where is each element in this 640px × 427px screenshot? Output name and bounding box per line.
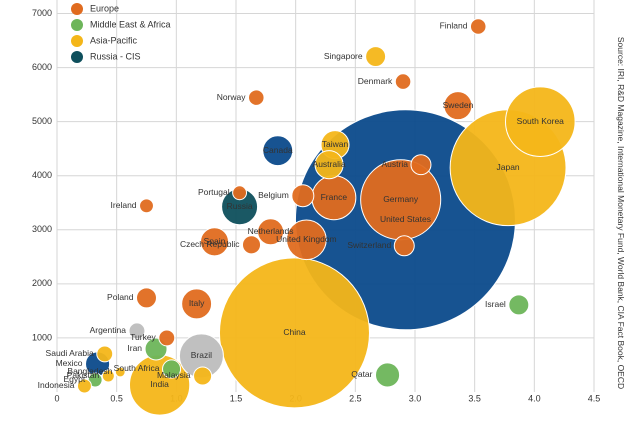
- x-tick-label: 0: [54, 393, 59, 403]
- bubble-label: Belgium: [258, 190, 289, 200]
- x-tick-label: 1.5: [230, 393, 243, 403]
- bubble: [393, 235, 415, 257]
- bubble: [248, 89, 265, 106]
- legend-label: Middle East & Africa: [90, 19, 171, 29]
- bubble-label: Qatar: [351, 369, 372, 379]
- bubble: [199, 227, 230, 257]
- legend-label: Russia - CIS: [90, 51, 141, 61]
- bubble-label: Israel: [485, 299, 506, 309]
- bubble: [139, 198, 154, 214]
- labels: United States China Japan Germany South Kore…: [38, 21, 565, 391]
- bubbles: [76, 18, 576, 416]
- legend-label: Europe: [90, 3, 119, 13]
- bubble-label: Iran: [127, 343, 142, 353]
- bubble: [158, 329, 176, 347]
- bubble-label: Brazil: [191, 350, 212, 360]
- bubble: [314, 150, 344, 180]
- legend-label: Asia-Pacific: [90, 35, 138, 45]
- bubble-label: Bangladesh: [67, 366, 112, 376]
- bubble: [128, 322, 146, 340]
- bubble: [101, 369, 115, 383]
- y-tick-label: 3000: [32, 224, 52, 234]
- bubble: [469, 18, 487, 35]
- bubble: [394, 73, 412, 90]
- bubble-label: Austria: [382, 159, 409, 169]
- y-tick-label: 5000: [32, 116, 52, 126]
- x-tick-label: 3.5: [468, 393, 481, 403]
- bubble: [96, 345, 114, 363]
- bubble-label: France: [321, 192, 348, 202]
- bubble-label: Denmark: [358, 76, 393, 86]
- bubble: [257, 218, 285, 246]
- source-note: Source: IRI, R&D Magazine, International…: [616, 37, 626, 389]
- bubble: [193, 366, 213, 386]
- bubble-label: Netherlands: [248, 226, 294, 236]
- legend-marker: [71, 3, 83, 15]
- x-tick-label: 4.0: [528, 393, 541, 403]
- bubble: [291, 184, 315, 208]
- bubble-label: Japan: [496, 162, 519, 172]
- bubble-label: India: [150, 379, 169, 389]
- bubble-label: Saudi Arabia: [46, 348, 94, 358]
- bubble-label: Czech Republic: [180, 239, 240, 249]
- y-tick-label: 4000: [32, 170, 52, 180]
- bubble: [365, 46, 387, 68]
- bubble-label: Indonesia: [38, 380, 75, 390]
- bubble-label: Pakistan: [67, 370, 100, 380]
- x-tick-label: 0.5: [110, 393, 123, 403]
- x-tick-label: 3.0: [409, 393, 422, 403]
- bubble-label: United Kingdom: [276, 234, 336, 244]
- bubble: [443, 91, 473, 121]
- x-tick-label: 2.5: [349, 393, 362, 403]
- y-tick-label: 1000: [32, 332, 52, 342]
- bubble: [162, 359, 182, 379]
- bubble-label: Sweden: [443, 100, 474, 110]
- bubble-label: Ireland: [111, 200, 137, 210]
- bubble-label: Egypt: [63, 374, 85, 384]
- bubble: [136, 287, 157, 309]
- bubble-label: Canada: [263, 145, 293, 155]
- bubble-label: Argentina: [90, 325, 127, 335]
- legend-marker: [71, 35, 83, 47]
- y-tick-label: 6000: [32, 62, 52, 72]
- bubble: [232, 185, 248, 201]
- bubble-label: Norway: [217, 92, 247, 102]
- y-tick-label: 7000: [32, 8, 52, 18]
- bubble-label: Finland: [440, 21, 468, 31]
- bubble-label: South Korea: [517, 116, 565, 126]
- bubble: [76, 378, 92, 394]
- bubble: [505, 86, 576, 157]
- bubble: [181, 288, 213, 320]
- bubble-label: Italy: [189, 298, 205, 308]
- bubble-label: Taiwan: [322, 139, 349, 149]
- legend: Europe Middle East & Africa Asia-Pacific Ru…: [71, 3, 171, 63]
- bubble-label: South Africa: [114, 363, 160, 373]
- bubble-label: Singapore: [324, 51, 363, 61]
- bubble-label: Turkey: [130, 332, 156, 342]
- bubble: [241, 235, 262, 255]
- bubble: [286, 219, 327, 261]
- bubble-label: Switzerland: [347, 240, 391, 250]
- bubble-label: Portugal: [198, 187, 230, 197]
- legend-marker: [71, 51, 83, 63]
- bubble: [375, 362, 401, 388]
- legend-marker: [71, 19, 83, 31]
- bubble: [262, 135, 294, 167]
- y-tick-label: 2000: [32, 278, 52, 288]
- bubble-label: United States: [380, 214, 431, 224]
- bubble: [218, 257, 370, 409]
- bubble-label: Spain: [204, 236, 226, 246]
- bubble-label: Poland: [107, 292, 134, 302]
- bubble-label: Germany: [383, 194, 419, 204]
- bubble: [114, 366, 126, 378]
- bubble: [508, 294, 530, 316]
- bubble-label: Russia: [227, 201, 253, 211]
- bubble: [410, 154, 432, 176]
- bubble-label: China: [283, 327, 305, 337]
- bubble-label: Mexico: [56, 358, 83, 368]
- bubble-label: Australia: [313, 159, 346, 169]
- x-tick-label: 4.5: [588, 393, 601, 403]
- bubble-label: Malaysia: [157, 370, 191, 380]
